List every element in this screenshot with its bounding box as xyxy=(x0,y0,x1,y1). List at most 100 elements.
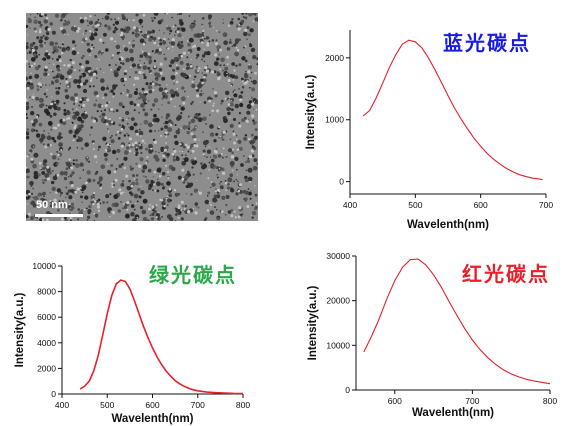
tem-particle xyxy=(208,40,211,43)
tem-particle xyxy=(180,112,183,115)
tem-bright-spot xyxy=(114,40,116,43)
tem-particle xyxy=(103,152,108,157)
tem-bright-spot xyxy=(67,63,71,67)
tem-particle xyxy=(203,60,206,63)
tem-particle xyxy=(140,103,145,108)
tem-particle xyxy=(204,155,206,157)
tem-particle xyxy=(137,96,141,100)
tem-particle xyxy=(191,23,194,26)
tem-bright-spot xyxy=(92,198,95,201)
tem-bright-spot xyxy=(82,33,85,35)
tem-particle xyxy=(107,128,109,130)
tem-particle xyxy=(77,208,80,211)
tem-bright-spot xyxy=(167,47,170,50)
tem-particle xyxy=(45,84,47,86)
tem-bright-spot xyxy=(244,28,248,32)
tem-bright-spot xyxy=(112,95,115,98)
y-tick-label: 2000 xyxy=(37,363,56,373)
tem-particle xyxy=(216,194,221,199)
tem-particle xyxy=(166,204,169,206)
tem-particle xyxy=(240,19,245,24)
tem-particle xyxy=(44,13,47,17)
tem-particle xyxy=(102,51,104,54)
tem-particle xyxy=(120,79,123,81)
tem-bright-spot xyxy=(126,208,129,211)
tem-particle xyxy=(196,53,200,57)
tem-bright-spot xyxy=(77,51,80,54)
tem-particle xyxy=(197,83,203,89)
tem-particle xyxy=(254,17,258,22)
tem-bright-spot xyxy=(126,201,130,205)
tem-bright-spot xyxy=(246,80,249,83)
tem-particle xyxy=(151,29,156,34)
tem-particle xyxy=(182,145,186,149)
tem-particle xyxy=(26,45,29,50)
tem-bright-spot xyxy=(155,204,158,207)
tem-particle xyxy=(34,45,39,50)
tem-particle xyxy=(140,123,142,125)
tem-particle xyxy=(110,139,115,144)
tem-bright-spot xyxy=(26,98,28,102)
tem-bright-spot xyxy=(193,144,197,148)
tem-bright-spot xyxy=(248,155,253,159)
tem-particle xyxy=(92,193,95,196)
tem-particle xyxy=(220,102,223,105)
tem-particle xyxy=(167,127,173,133)
tem-particle xyxy=(58,132,62,136)
tem-bright-spot xyxy=(134,152,136,154)
tem-particle xyxy=(71,108,75,111)
tem-particle xyxy=(142,164,148,170)
tem-bright-spot xyxy=(82,103,86,107)
tem-particle xyxy=(186,62,190,67)
tem-particle xyxy=(202,116,207,121)
tem-bright-spot xyxy=(109,215,111,218)
tem-particle xyxy=(118,164,123,168)
tem-bright-spot xyxy=(92,202,95,206)
tem-particle xyxy=(172,68,176,72)
tem-particle xyxy=(161,171,166,176)
tem-bright-spot xyxy=(72,175,74,177)
tem-particle xyxy=(100,116,106,122)
x-axis-label: Wavelenth(nm) xyxy=(112,413,194,425)
tem-particle xyxy=(195,56,198,59)
tem-bright-spot xyxy=(208,201,211,204)
tem-particle xyxy=(70,162,73,165)
tem-particle xyxy=(229,161,235,166)
tem-bright-spot xyxy=(28,192,31,196)
tem-particle xyxy=(231,108,234,111)
tem-particle xyxy=(135,32,138,35)
tem-bright-spot xyxy=(169,98,172,101)
tem-particle xyxy=(202,31,204,34)
tem-particle xyxy=(59,203,62,206)
tem-particle xyxy=(49,41,55,46)
tem-particle xyxy=(32,187,35,190)
x-tick-label: 700 xyxy=(465,396,479,406)
tem-particle xyxy=(190,143,194,147)
tem-bright-spot xyxy=(165,164,168,167)
tem-particle xyxy=(219,64,222,67)
tem-particle xyxy=(155,150,157,153)
tem-bright-spot xyxy=(120,191,123,195)
tem-bright-spot xyxy=(138,28,141,31)
tem-particle xyxy=(168,32,171,35)
tem-bright-spot xyxy=(230,155,235,159)
tem-particle xyxy=(105,194,110,199)
tem-particle xyxy=(140,151,143,154)
tem-bright-spot xyxy=(181,150,184,153)
tem-particle xyxy=(114,18,116,21)
tem-particle xyxy=(176,211,179,215)
tem-particle xyxy=(213,70,217,74)
tem-particle xyxy=(33,195,39,201)
tem-bright-spot xyxy=(75,108,78,110)
tem-bright-spot xyxy=(179,143,182,146)
tem-bright-spot xyxy=(230,84,233,87)
tem-particle xyxy=(210,158,215,163)
x-tick-label: 400 xyxy=(343,200,357,210)
tem-particle xyxy=(89,35,95,41)
tem-particle xyxy=(47,121,53,126)
tem-particle xyxy=(254,193,258,197)
tem-bright-spot xyxy=(193,138,197,142)
tem-particle xyxy=(112,30,116,34)
tem-particle xyxy=(61,136,63,139)
tem-particle xyxy=(66,20,71,25)
